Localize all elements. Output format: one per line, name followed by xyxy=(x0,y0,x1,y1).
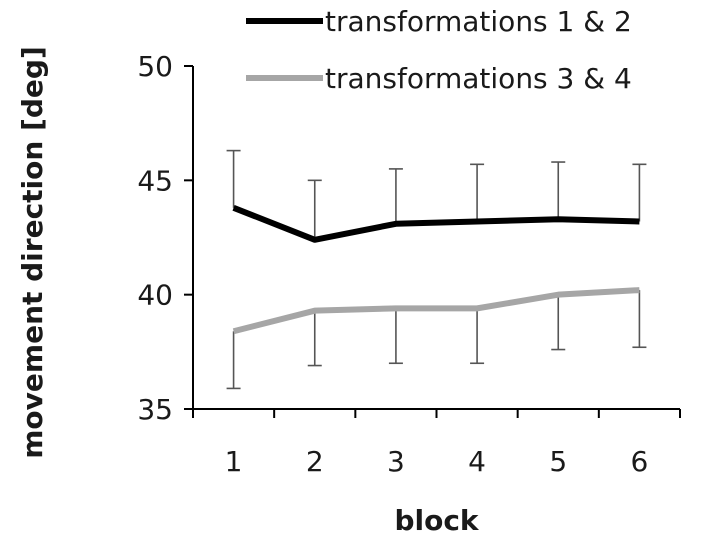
y-tick-label: 50 xyxy=(137,50,173,83)
y-tick-label: 40 xyxy=(137,279,173,312)
axes-layer xyxy=(192,66,680,410)
legend: transformations 1 & 2 transformations 3 &… xyxy=(246,5,632,95)
y-axis-title: movement direction [deg] xyxy=(16,46,49,459)
legend-label: transformations 1 & 2 xyxy=(325,5,632,38)
y-tick-label: 35 xyxy=(137,393,173,426)
x-tick-label: 3 xyxy=(387,445,405,478)
x-ticks-layer: 1 2 3 4 5 6 xyxy=(192,409,681,478)
y-ticks-layer: 35 40 45 50 xyxy=(137,50,193,426)
series-line-2 xyxy=(232,287,640,335)
x-axis-title: block xyxy=(394,504,479,537)
series-lines-layer xyxy=(232,204,640,335)
series-line-1 xyxy=(232,204,640,243)
y-tick-label: 45 xyxy=(137,164,173,197)
x-tick-label: 1 xyxy=(225,445,243,478)
x-tick-label: 4 xyxy=(468,445,486,478)
error-bars-layer xyxy=(226,149,647,390)
x-tick-label: 5 xyxy=(549,445,567,478)
legend-label: transformations 3 & 4 xyxy=(325,62,632,95)
x-tick-label: 2 xyxy=(306,445,324,478)
x-tick-label: 6 xyxy=(631,445,649,478)
